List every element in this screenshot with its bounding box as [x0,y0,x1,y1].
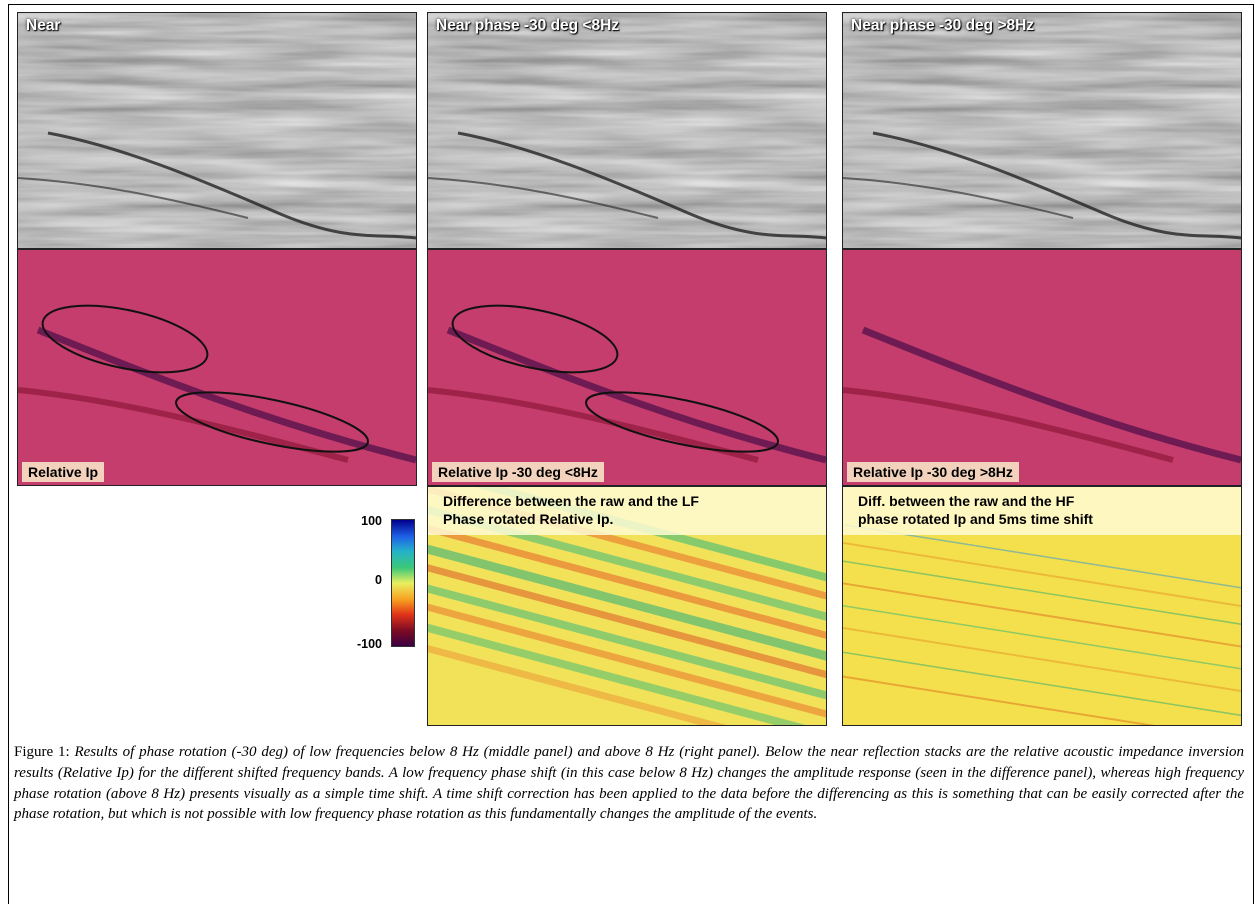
colorbar-mid-label: 0 [375,573,382,587]
relative-ip-image [18,250,416,485]
highlight-ellipse [41,304,209,374]
difference-label: Diff. between the raw and the HF phase r… [843,487,1241,535]
colorbar-max-label: 100 [361,514,382,528]
seismic-image [428,13,826,248]
seismic-panel-near: Near [17,12,417,249]
difference-panel-hf: Diff. between the raw and the HF phase r… [842,486,1242,726]
relative-ip-panel-hf: Relative Ip -30 deg >8Hz [842,249,1242,486]
relative-ip-image [428,250,826,485]
figure-frame [8,4,1254,904]
colorbar [391,519,415,647]
panel-label: Relative Ip [22,462,105,482]
relative-ip-image [843,250,1241,485]
seismic-image [18,13,416,248]
relative-ip-panel-near: Relative Ip [17,249,417,486]
figure-caption: Figure 1: Results of phase rotation (-30… [14,742,1244,825]
seismic-panel-hf: Near phase -30 deg >8Hz [842,12,1242,249]
relative-ip-panel-lf: Relative Ip -30 deg <8Hz [427,249,827,486]
difference-label: Difference between the raw and the LF Ph… [428,487,826,535]
panel-label: Relative Ip -30 deg <8Hz [432,462,604,482]
panel-title: Near [26,17,61,34]
caption-text: Results of phase rotation (-30 deg) of l… [14,744,1244,823]
highlight-ellipse [451,304,619,374]
difference-panel-lf: Difference between the raw and the LF Ph… [427,486,827,726]
seismic-panel-lf: Near phase -30 deg <8Hz [427,12,827,249]
caption-label: Figure 1: [14,744,70,760]
highlight-ellipse [585,391,779,453]
seismic-image [843,13,1241,248]
panel-title: Near phase -30 deg >8Hz [851,17,1035,34]
highlight-ellipse [175,391,369,453]
colorbar-min-label: -100 [356,637,382,651]
panel-title: Near phase -30 deg <8Hz [436,17,620,34]
panel-label: Relative Ip -30 deg >8Hz [847,462,1019,482]
